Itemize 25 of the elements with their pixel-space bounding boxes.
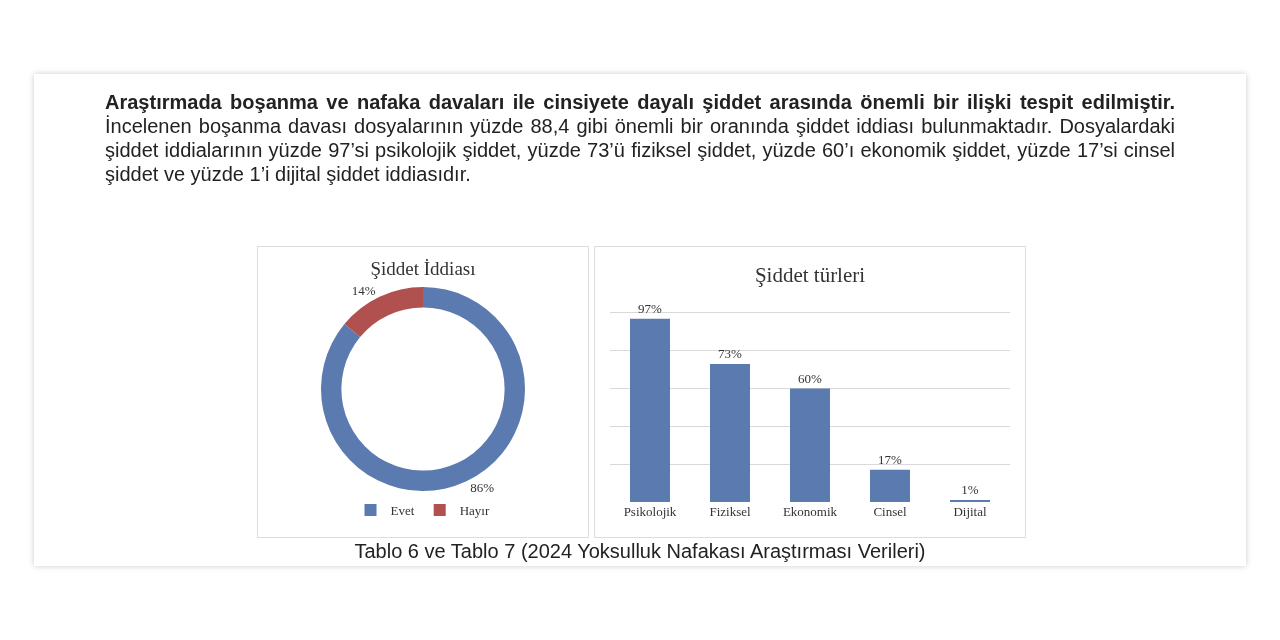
bar bbox=[710, 364, 750, 502]
x-tick-label: Dijital bbox=[953, 504, 987, 519]
donut-slice bbox=[344, 287, 423, 337]
text: Tablo 6 ve Tablo 7 (2024 Yoksulluk Nafakası Araştırması Verileri) bbox=[353, 540, 927, 563]
data-label: 86% bbox=[470, 479, 495, 495]
x-tick-label: Ekonomik bbox=[782, 504, 838, 519]
legend-label: Evet bbox=[390, 503, 415, 519]
bar bbox=[870, 469, 910, 502]
x-tick-label: Cinsel bbox=[873, 504, 907, 519]
legend-label: Hayır bbox=[459, 503, 490, 519]
data-label: 17% bbox=[878, 451, 902, 467]
data-label: 97% bbox=[638, 300, 662, 316]
chart-title: Şiddet türleri bbox=[754, 263, 866, 287]
data-label: 1% bbox=[961, 482, 979, 497]
text: Araştırmada boşanma ve nafaka davaları ile cinsiyete dayalı şiddet arasında önemli bir ilişki tespit edilmiştir. bbox=[105, 91, 1175, 113]
data-label: 60% bbox=[798, 370, 822, 386]
bar bbox=[630, 318, 670, 502]
donut-slice bbox=[321, 287, 525, 491]
x-tick-label: Psikolojik bbox=[623, 504, 677, 519]
data-label: 14% bbox=[351, 283, 376, 299]
data-label: 73% bbox=[718, 346, 742, 362]
text: İncelenen boşanma davası dosyalarının yüzde 88,4 gibi önemli bir oranında şiddet iddiası bulunmaktadır. Dosyalardaki şiddet iddialarının yüzde 97’si psikolojik şiddet, yüzde 73’ü fiziksel şiddet, yüzde 60’ı ekonomik şiddet, yüzde 17’si cinsel şiddet ve yüzde 1’i dijital şiddet iddiasıdır. bbox=[105, 115, 1175, 185]
x-tick-label: Fiziksel bbox=[709, 504, 751, 519]
chart-title: Şiddet İddiası bbox=[370, 257, 476, 279]
bar bbox=[790, 388, 830, 502]
